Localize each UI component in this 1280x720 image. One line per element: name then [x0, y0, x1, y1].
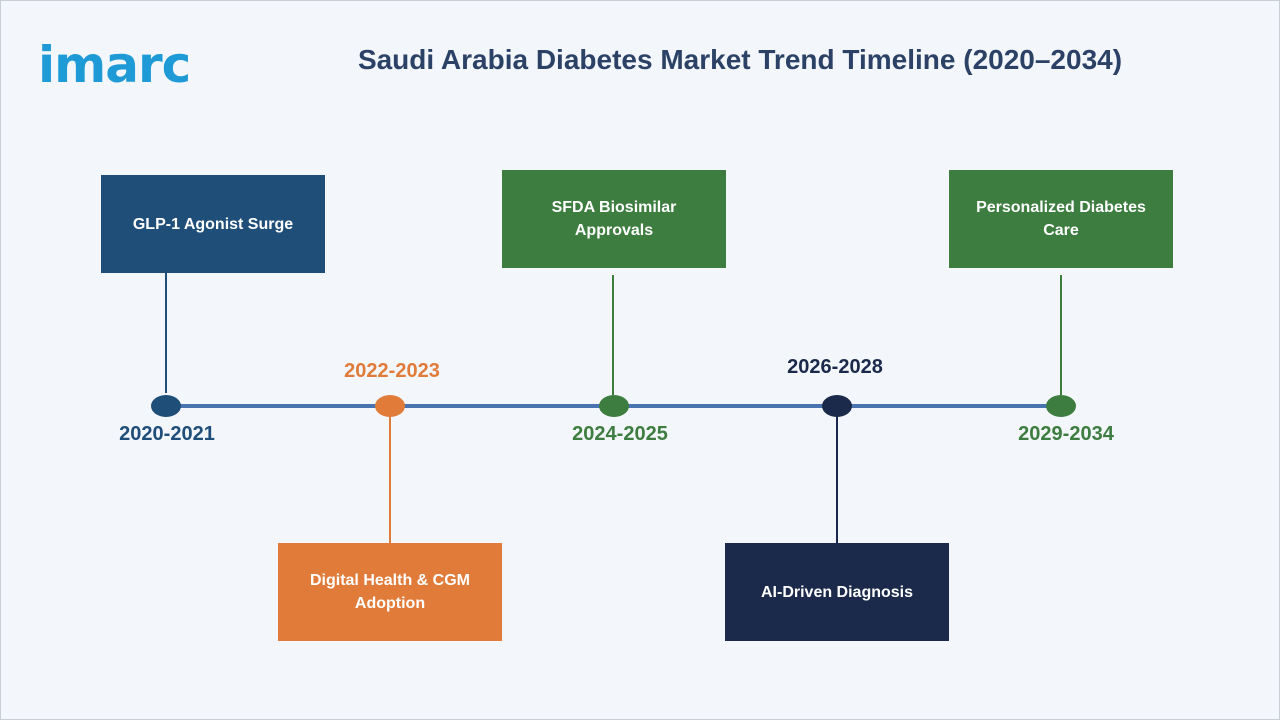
- milestone-box-2: Digital Health & CGM Adoption: [278, 543, 502, 641]
- connector-line-2: [389, 416, 391, 543]
- milestone-label-5: Personalized Diabetes Care: [976, 199, 1146, 239]
- milestone-label-4: AI-Driven Diagnosis: [760, 583, 914, 601]
- milestone-label-3: SFDA Biosimilar Approvals: [551, 199, 677, 239]
- page-title: Saudi Arabia Diabetes Market Trend Timel…: [357, 44, 1123, 75]
- timeline-node-4: [822, 395, 852, 417]
- timeline-node-3: [599, 395, 629, 417]
- milestone-period-1: 2020-2021: [119, 423, 215, 445]
- milestone-period-3: 2024-2025: [572, 423, 668, 445]
- connector-line-4: [836, 416, 838, 543]
- milestone-period-2: 2022-2023: [344, 360, 440, 382]
- imarc-logo: imarc: [18, 14, 208, 94]
- timeline-node-1: [151, 395, 181, 417]
- milestone-box-3: SFDA Biosimilar Approvals: [502, 170, 726, 268]
- milestone-box-5: Personalized Diabetes Care: [949, 170, 1173, 268]
- logo-text: imarc: [38, 36, 191, 94]
- milestone-label-1: GLP-1 Agonist Surge: [132, 215, 294, 233]
- connector-line-1: [165, 273, 167, 393]
- milestone-box-1: GLP-1 Agonist Surge: [101, 175, 325, 273]
- milestone-label-2: Digital Health & CGM Adoption: [309, 572, 470, 612]
- milestone-box-4: AI-Driven Diagnosis: [725, 543, 949, 641]
- timeline-node-5: [1046, 395, 1076, 417]
- timeline-node-2: [375, 395, 405, 417]
- connector-line-3: [612, 275, 614, 395]
- connector-line-5: [1060, 275, 1062, 395]
- milestone-period-5: 2029-2034: [1018, 423, 1114, 445]
- milestone-period-4: 2026-2028: [787, 356, 883, 378]
